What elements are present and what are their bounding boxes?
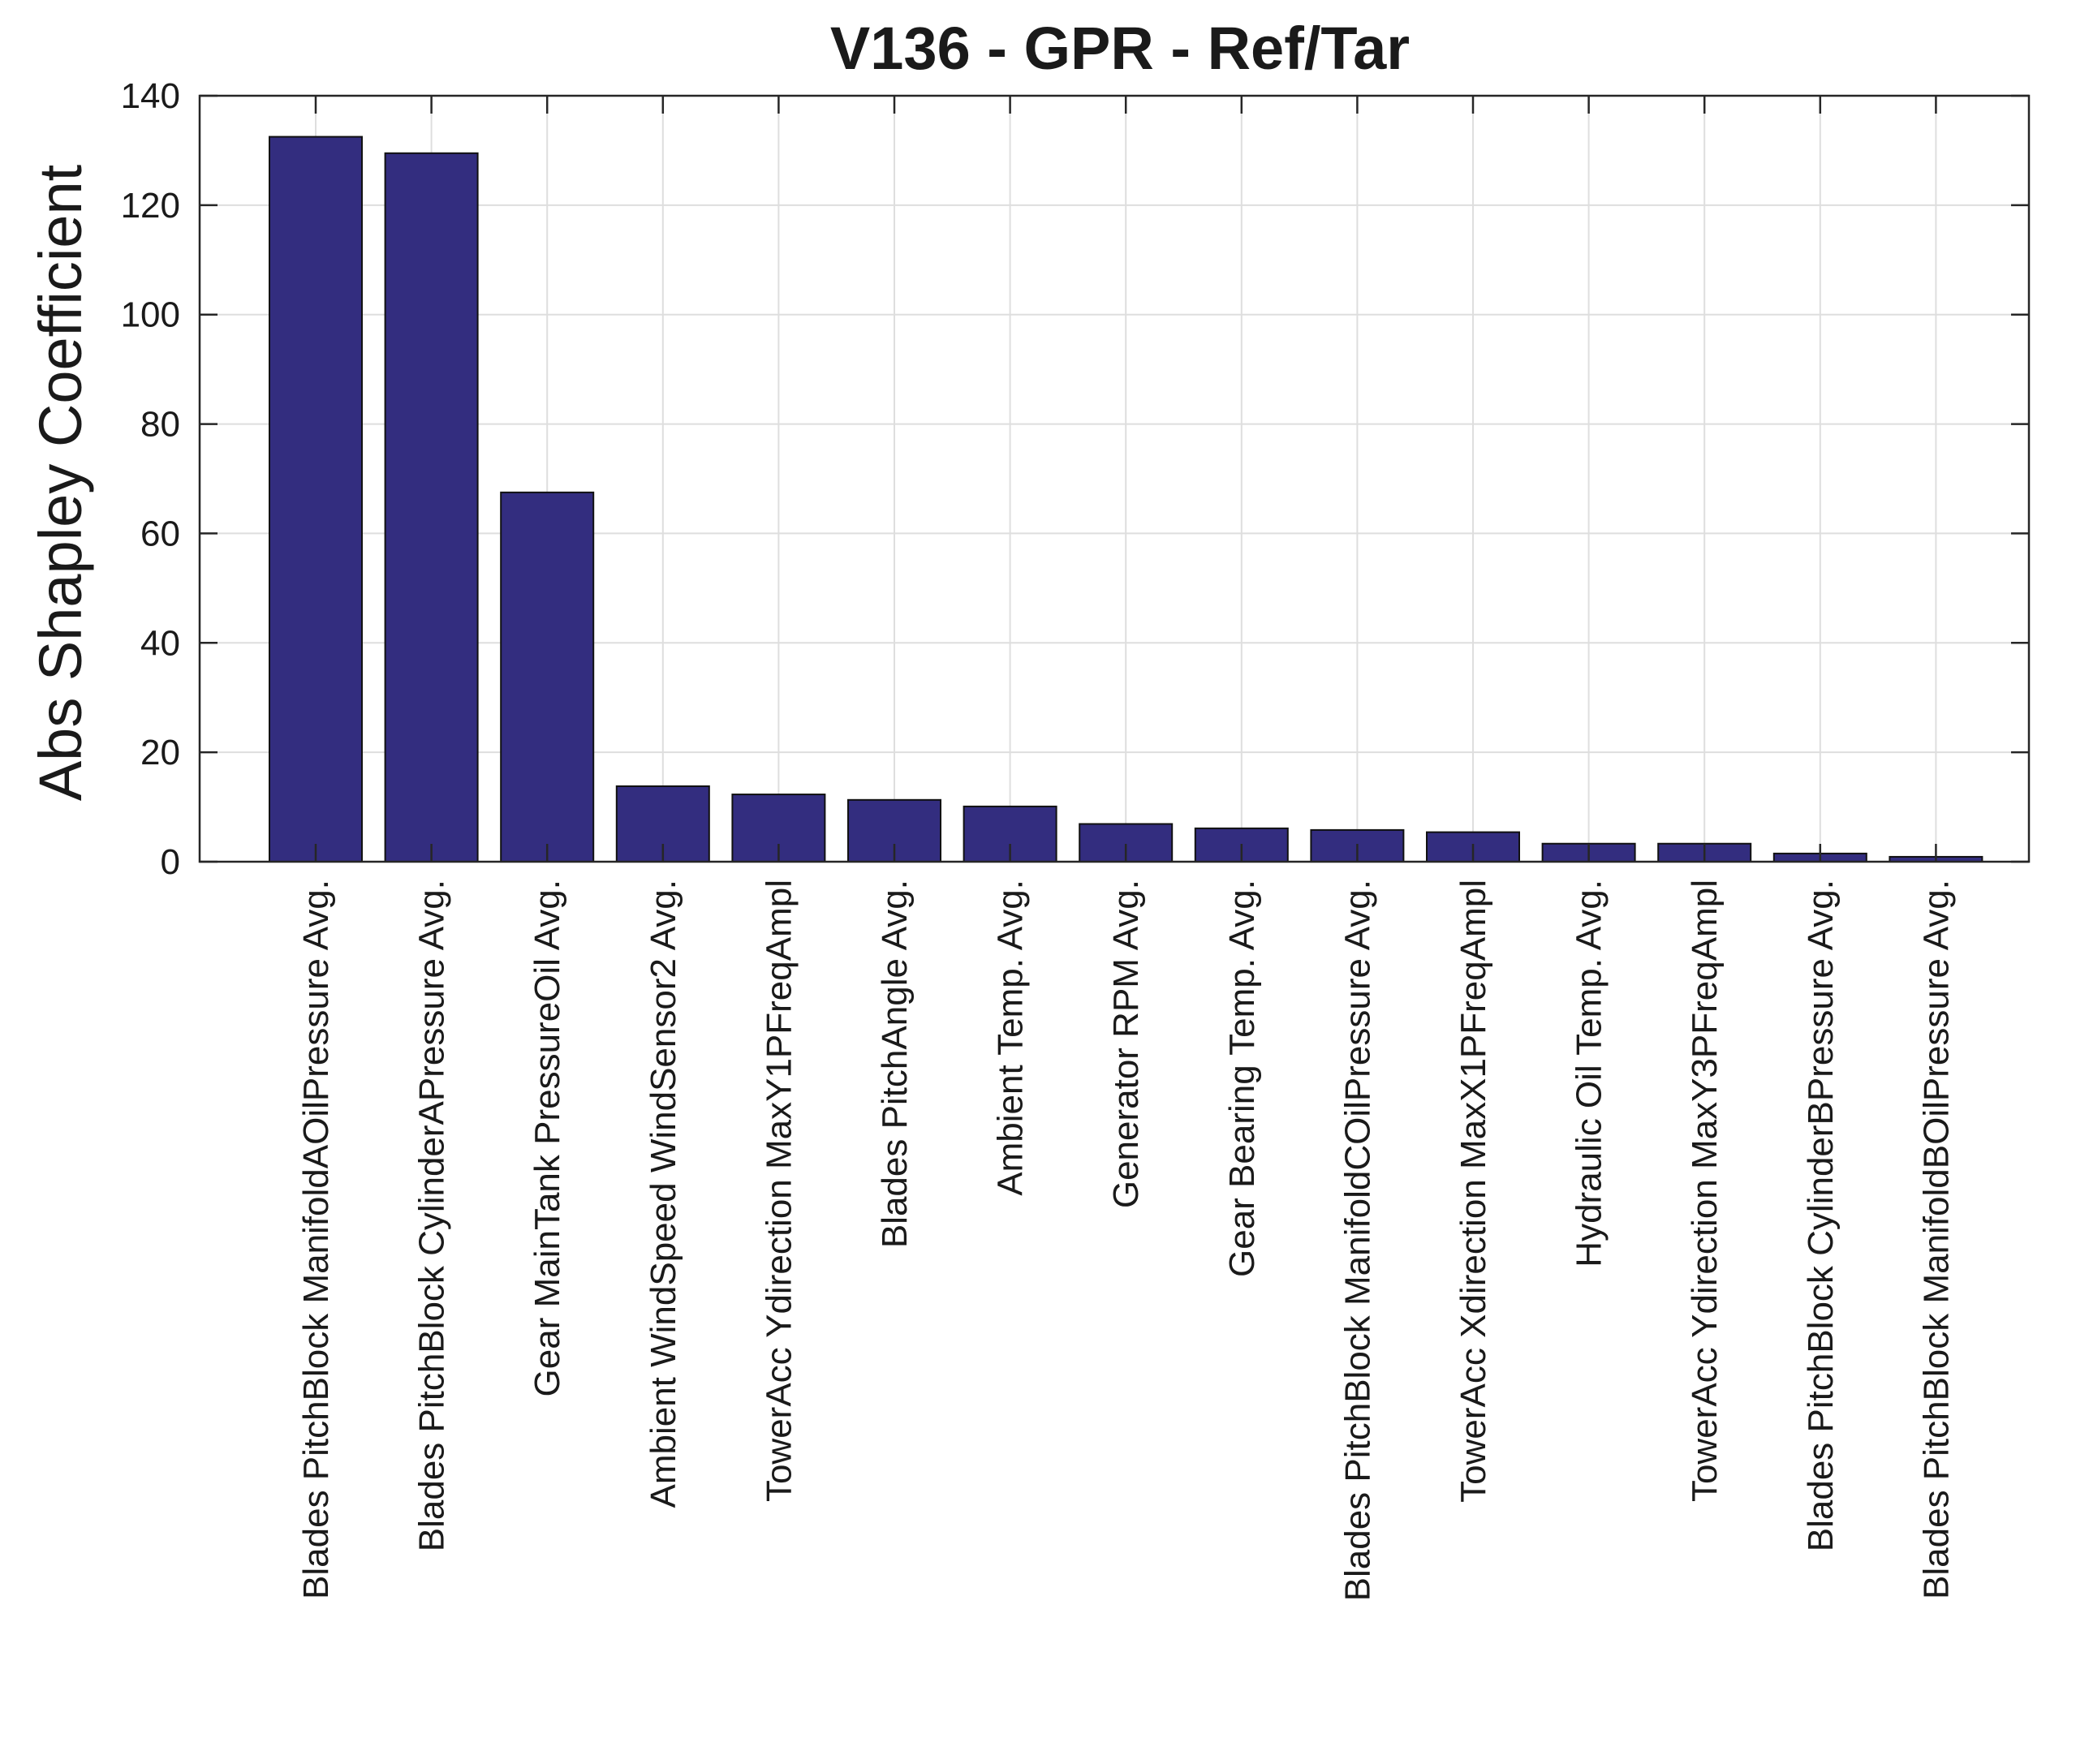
y-tick-labels: 0 20 40 60 80 100 120 140 (121, 76, 180, 882)
chart-title: V136 - GPR - Ref/Tar (830, 15, 1410, 82)
x-category-label: Blades PitchBlock ManifoldAOilPressure A… (296, 880, 336, 1599)
x-category-label: Gear Bearing Temp. Avg. (1222, 880, 1262, 1277)
y-tick-label: 20 (140, 733, 180, 772)
y-tick-label: 0 (161, 842, 180, 882)
x-category-label: Blades PitchBlock CylinderBPressure Avg. (1801, 880, 1841, 1551)
y-tick-label: 60 (140, 514, 180, 553)
y-tick-label: 100 (121, 295, 180, 335)
x-category-label: Hydraulic Oil Temp. Avg. (1570, 880, 1609, 1267)
y-tick-label: 140 (121, 76, 180, 116)
bar (269, 136, 363, 863)
x-category-label: TowerAcc Ydirection MaxY3PFreqAmpl (1685, 880, 1725, 1502)
bar (500, 491, 595, 863)
x-category-label: Blades PitchBlock CylinderAPressure Avg. (412, 880, 452, 1551)
x-category-label: Blades PitchAngle Avg. (875, 880, 915, 1248)
plot-area-frame (198, 94, 2031, 863)
x-category-label: TowerAcc Ydirection MaxY1PFreqAmpl (759, 880, 799, 1502)
bar (384, 152, 479, 863)
x-category-label: Blades PitchBlock ManifoldBOilPressure A… (1916, 880, 1956, 1599)
y-tick-label: 80 (140, 405, 180, 445)
x-category-label: Ambient Temp. Avg. (991, 880, 1031, 1196)
x-category-label: Ambient WindSpeed WindSensor2 Avg. (644, 880, 683, 1508)
x-category-label: TowerAcc Xdirection MaxX1PFreqAmpl (1454, 880, 1493, 1503)
x-tick-labels: Blades PitchBlock ManifoldAOilPressure A… (296, 880, 1956, 1601)
x-category-label: Gear MainTank PressureOil Avg. (528, 880, 567, 1396)
x-category-label: Generator RPM Avg. (1106, 880, 1146, 1208)
x-category-label: Blades PitchBlock ManifoldCOilPressure A… (1337, 880, 1377, 1601)
y-axis-label: Abs Shapley Coefficient (27, 164, 94, 801)
y-tick-label: 40 (140, 623, 180, 663)
axis-ticks (200, 94, 2029, 863)
y-tick-label: 120 (121, 186, 180, 226)
